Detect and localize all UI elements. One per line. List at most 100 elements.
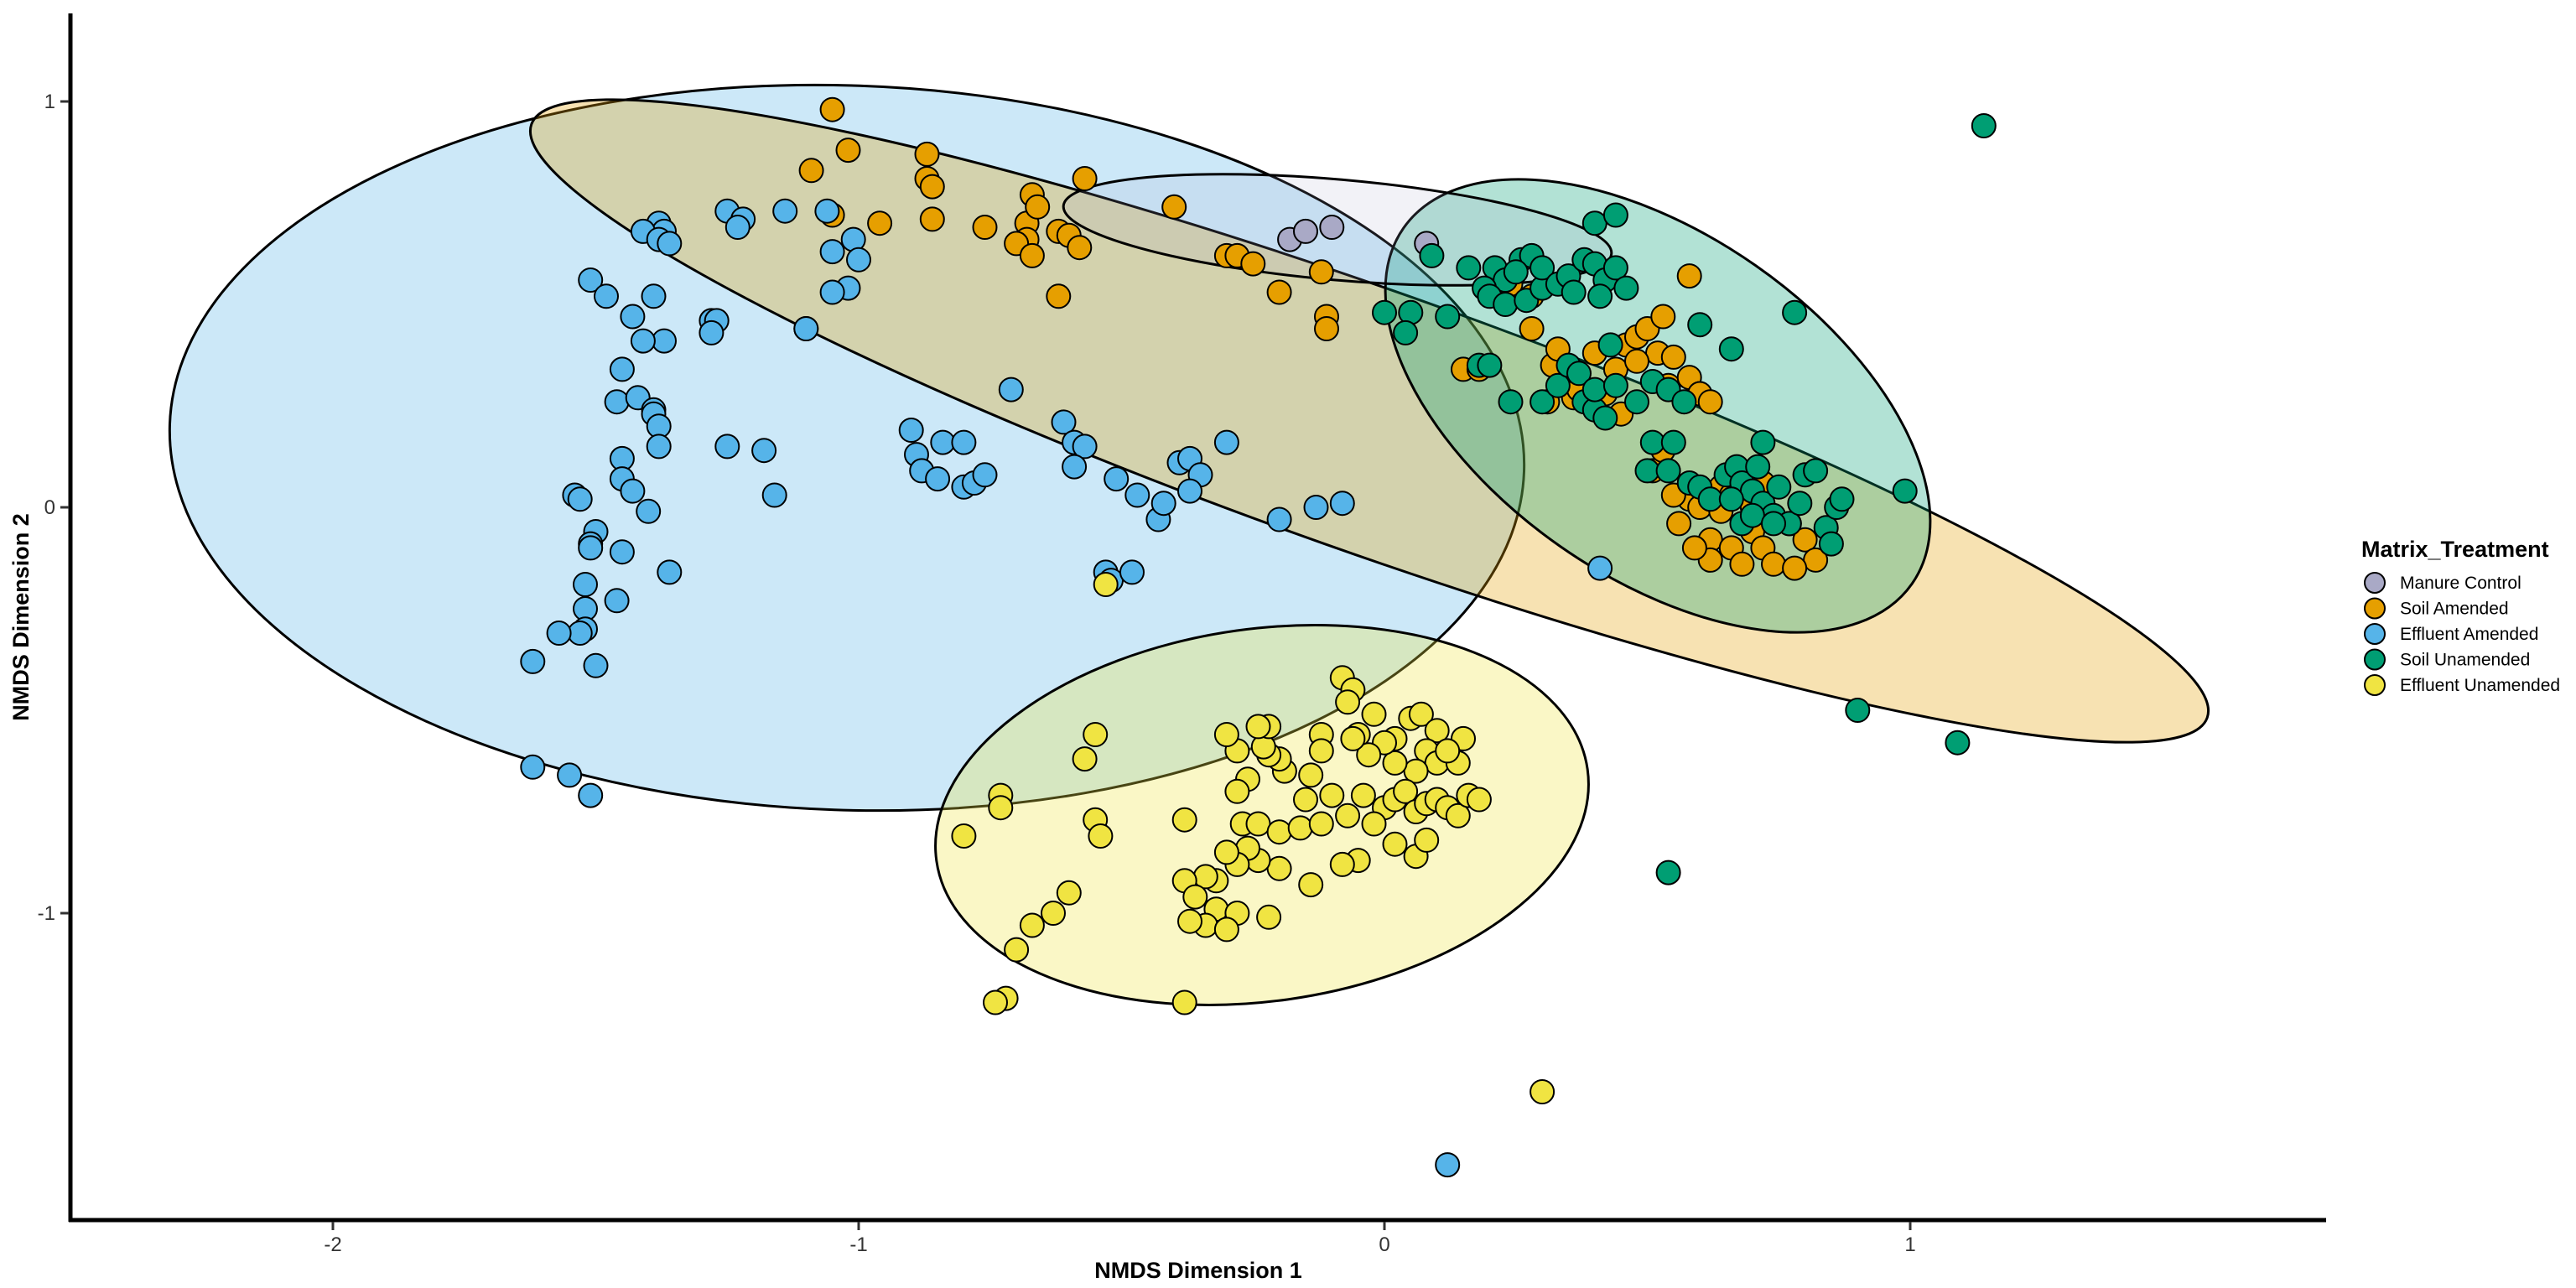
point-effluent-amended xyxy=(546,621,572,646)
point-effluent-unamended xyxy=(1329,851,1355,877)
point-effluent-unamended xyxy=(1072,746,1098,772)
point-soil-unamended xyxy=(1718,336,1744,362)
point-effluent-amended xyxy=(1104,466,1130,492)
point-effluent-amended xyxy=(1587,555,1613,581)
point-effluent-unamended xyxy=(988,795,1014,821)
point-soil-unamended xyxy=(1566,361,1592,387)
point-effluent-amended xyxy=(998,377,1024,402)
ellipse-effluent-amended xyxy=(168,83,1526,813)
point-soil-amended xyxy=(1660,344,1686,370)
point-effluent-amended xyxy=(1124,482,1150,508)
point-soil-amended xyxy=(1025,194,1051,220)
point-effluent-unamended xyxy=(1319,782,1345,808)
point-effluent-amended xyxy=(520,754,546,780)
point-effluent-unamended xyxy=(1088,823,1114,849)
point-effluent-amended xyxy=(604,588,630,614)
point-effluent-amended xyxy=(520,648,546,674)
point-effluent-amended xyxy=(567,486,593,512)
point-effluent-unamended xyxy=(1266,855,1292,881)
point-soil-unamended xyxy=(1971,113,1997,138)
point-effluent-amended xyxy=(620,304,646,330)
point-effluent-unamended xyxy=(1382,831,1408,857)
point-effluent-unamended xyxy=(1530,1079,1555,1104)
legend-label-soil-amended: Soil Amended xyxy=(2400,600,2509,619)
point-effluent-amended xyxy=(630,328,656,354)
point-effluent-amended xyxy=(583,652,609,678)
point-effluent-amended xyxy=(761,482,787,508)
data-points xyxy=(520,96,1997,1178)
point-effluent-amended xyxy=(1303,495,1329,520)
point-effluent-amended xyxy=(652,328,677,354)
y-tick-label: -1 xyxy=(38,902,55,925)
y-tick-label: 1 xyxy=(44,91,55,113)
point-soil-amended xyxy=(1650,304,1676,330)
point-effluent-unamended xyxy=(1056,880,1082,906)
point-effluent-amended xyxy=(573,572,598,597)
legend-key-effluent-unamended xyxy=(2364,674,2386,696)
point-effluent-unamended xyxy=(1356,742,1382,768)
point-effluent-unamended xyxy=(1435,738,1461,764)
point-soil-unamended xyxy=(1597,332,1623,358)
point-soil-unamended xyxy=(1787,491,1813,517)
legend-title: Matrix_Treatment xyxy=(2361,537,2549,562)
point-soil-unamended xyxy=(1613,275,1639,301)
point-effluent-amended xyxy=(636,498,662,524)
x-tick-label: 0 xyxy=(1379,1233,1389,1256)
legend-key-soil-unamended xyxy=(2364,648,2386,671)
point-effluent-amended xyxy=(578,267,604,293)
point-soil-amended xyxy=(1067,235,1093,261)
point-soil-unamended xyxy=(1581,210,1607,236)
ellipse-soil-amended xyxy=(528,98,2210,744)
point-soil-unamended xyxy=(1419,242,1445,268)
point-effluent-unamended xyxy=(1083,722,1109,747)
point-soil-amended xyxy=(1519,316,1545,341)
group-ellipses xyxy=(168,83,2210,1007)
point-soil-unamended xyxy=(1639,429,1665,455)
point-soil-amended xyxy=(1161,194,1187,220)
point-soil-amended xyxy=(1240,251,1266,277)
point-soil-unamended xyxy=(1655,860,1681,886)
point-effluent-amended xyxy=(1062,454,1088,480)
point-effluent-unamended xyxy=(951,823,977,849)
point-soil-unamended xyxy=(1655,458,1681,484)
point-effluent-amended xyxy=(814,198,840,224)
point-effluent-unamended xyxy=(1019,912,1045,938)
point-effluent-unamended xyxy=(1424,718,1450,744)
point-effluent-amended xyxy=(819,279,845,305)
legend-key-soil-amended xyxy=(2364,597,2386,620)
y-axis-title: NMDS Dimension 2 xyxy=(8,513,34,721)
point-soil-unamended xyxy=(1530,389,1555,415)
point-effluent-amended xyxy=(578,535,604,561)
point-soil-amended xyxy=(1266,279,1292,305)
point-soil-unamended xyxy=(1750,429,1776,455)
point-soil-unamended xyxy=(1761,511,1786,537)
point-soil-unamended xyxy=(1587,283,1613,309)
point-effluent-unamended xyxy=(1340,725,1366,751)
point-effluent-unamended xyxy=(1093,572,1119,597)
point-soil-amended xyxy=(1666,511,1692,537)
point-soil-unamended xyxy=(1818,531,1844,557)
point-effluent-amended xyxy=(620,478,646,504)
point-effluent-unamended xyxy=(1171,807,1197,833)
point-effluent-amended xyxy=(657,559,683,585)
point-effluent-unamended xyxy=(1041,901,1066,926)
point-effluent-amended xyxy=(1329,491,1355,517)
point-effluent-amended xyxy=(819,239,845,265)
point-effluent-amended xyxy=(1119,559,1145,585)
point-soil-unamended xyxy=(1602,372,1628,398)
legend-label-manure-control: Manure Control xyxy=(2400,574,2521,593)
point-effluent-amended xyxy=(699,319,724,345)
point-manure-control xyxy=(1319,215,1345,240)
point-effluent-unamended xyxy=(1171,989,1197,1015)
point-soil-unamended xyxy=(1493,292,1519,317)
point-effluent-unamended xyxy=(1213,839,1239,865)
point-soil-unamended xyxy=(1945,730,1971,756)
point-effluent-unamended xyxy=(1293,787,1318,813)
point-effluent-amended xyxy=(657,231,683,257)
point-soil-unamended xyxy=(1739,502,1765,528)
point-soil-unamended xyxy=(1745,454,1771,480)
point-soil-amended xyxy=(1792,527,1818,553)
point-soil-unamended xyxy=(1530,255,1555,281)
point-soil-unamended xyxy=(1766,474,1792,500)
